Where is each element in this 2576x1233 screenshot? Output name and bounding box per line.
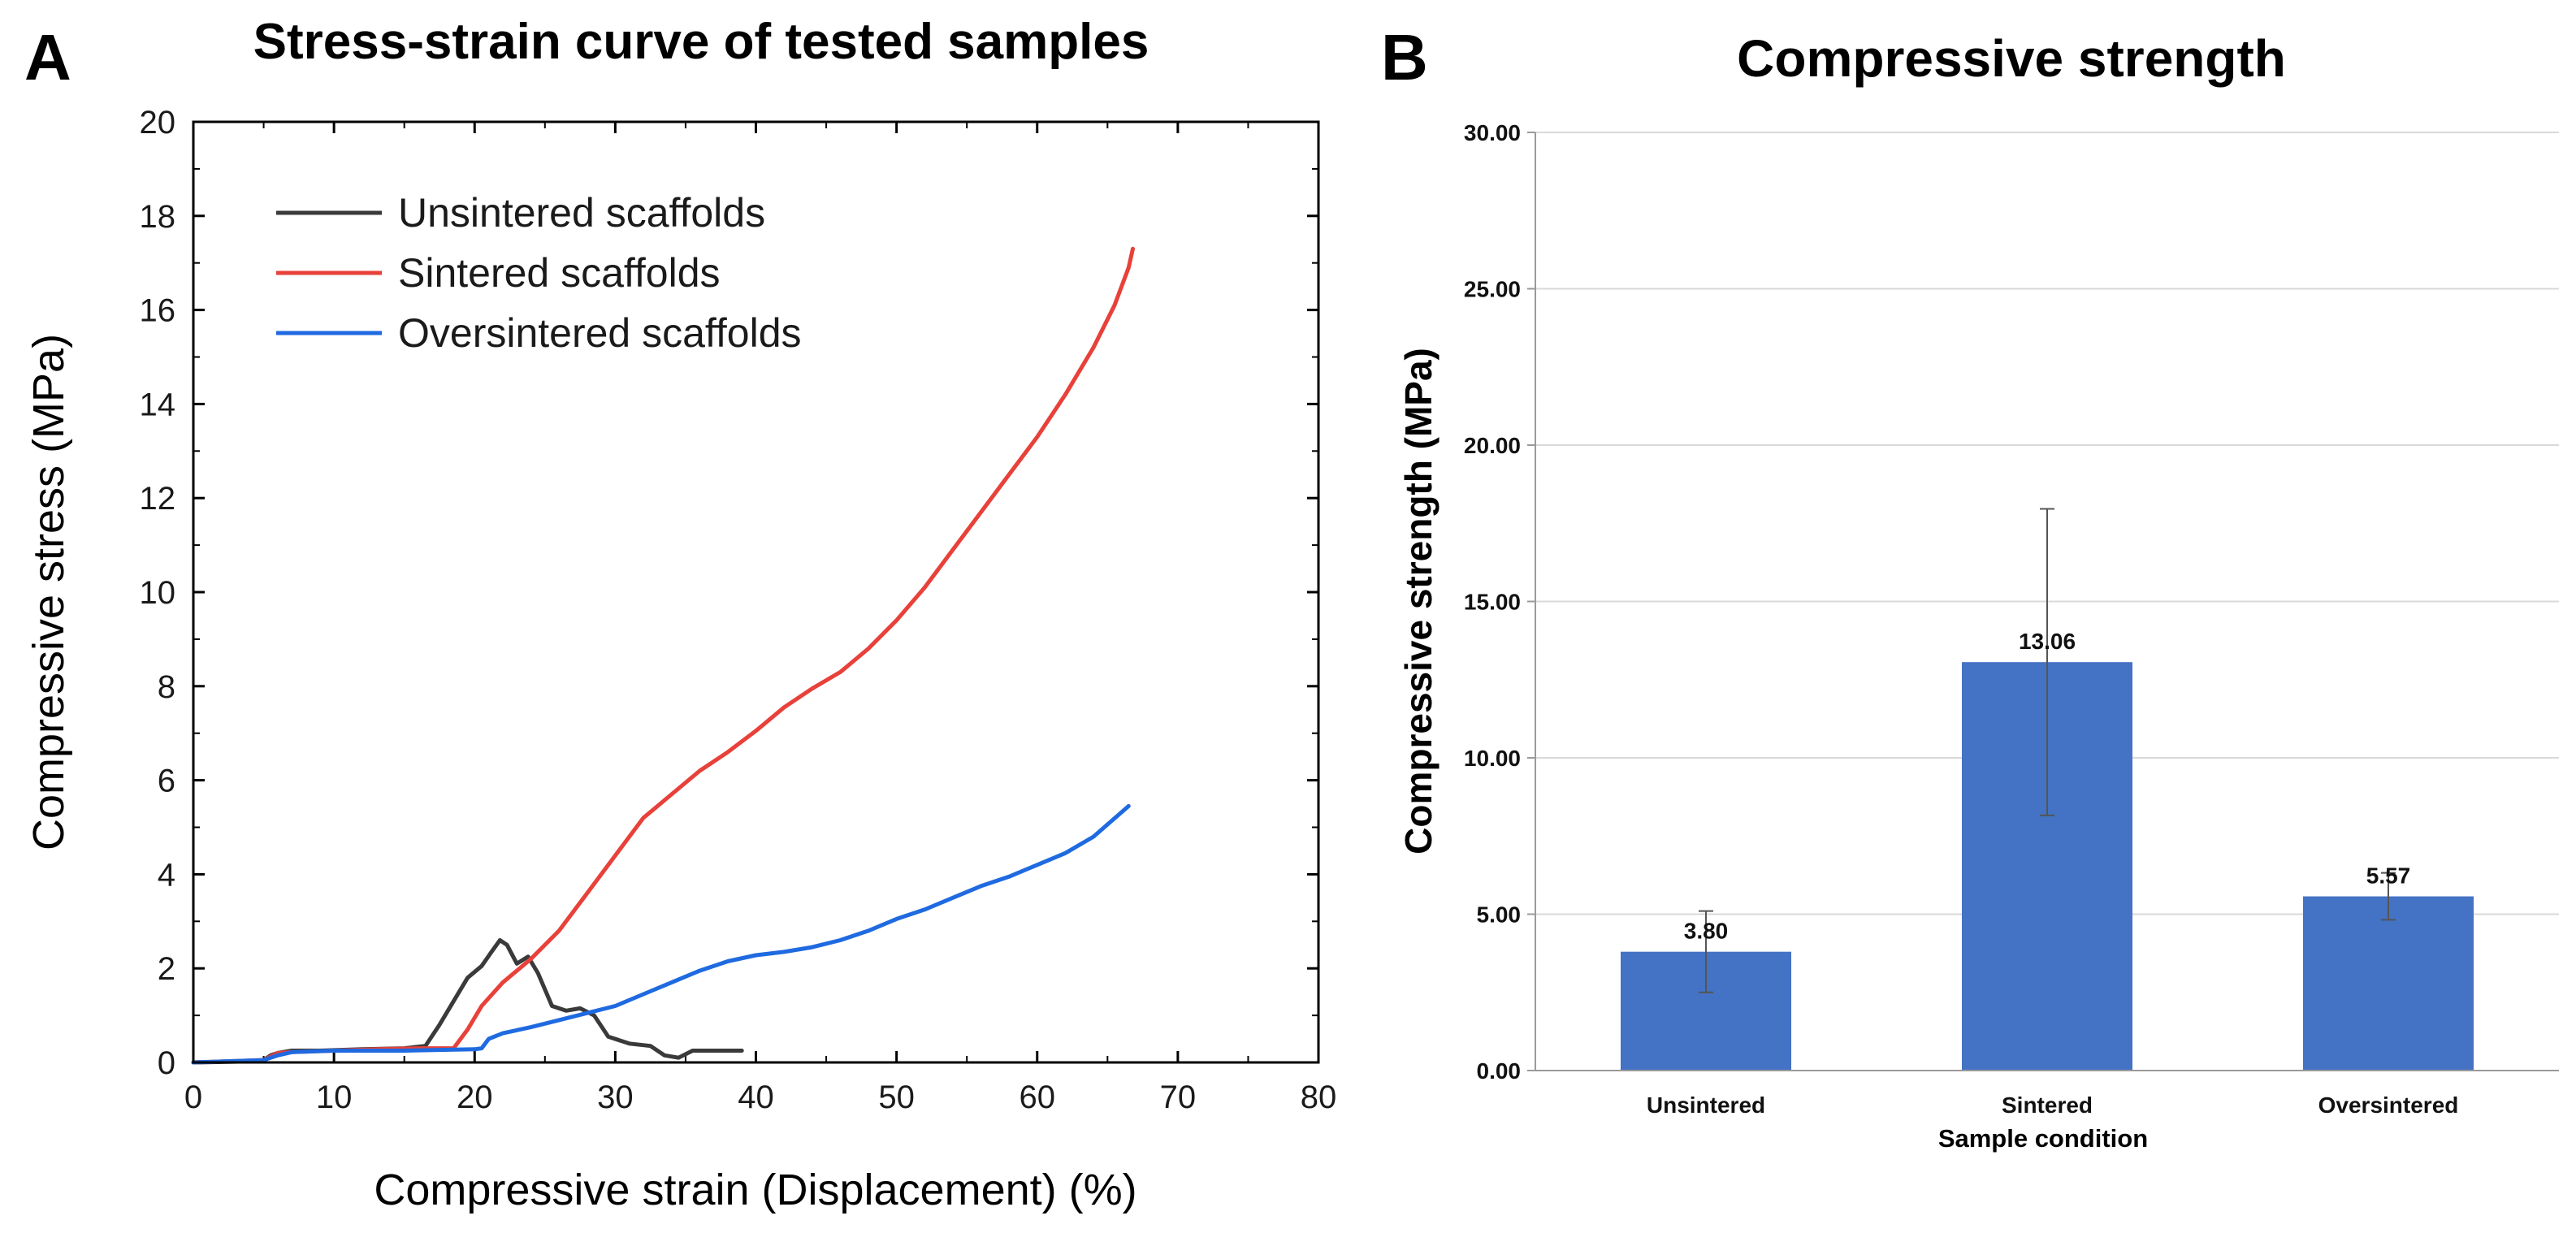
legend-label-oversintered-scaffolds: Oversintered scaffolds [398, 310, 802, 356]
x-tick-label: 0 [184, 1079, 202, 1115]
x-tick-label: 80 [1301, 1079, 1337, 1115]
panel-a: A Stress-strain curve of tested samples … [24, 14, 1336, 1214]
chart-b-title: Compressive strength [1737, 29, 2286, 88]
value-labels-b: 3.80 13.06 5.57 [1684, 629, 2411, 944]
x-tick-label: 10 [316, 1079, 353, 1115]
y-tick-label: 12 [140, 481, 176, 517]
x-tick-label: 60 [1020, 1079, 1056, 1115]
y-tick-label: 0 [158, 1045, 175, 1081]
legend-a: Unsintered scaffolds Sintered scaffolds Ov… [276, 190, 802, 356]
panel-letter-a: A [24, 21, 71, 93]
y-tick-label: 10.00 [1464, 746, 1521, 771]
x-tick-label: 50 [878, 1079, 915, 1115]
x-tick-label: 70 [1160, 1079, 1197, 1115]
y-tick-label: 14 [140, 387, 176, 422]
value-label-unsintered: 3.80 [1684, 919, 1729, 944]
x-category-oversintered: Oversintered [2318, 1092, 2459, 1118]
y-tick-label: 2 [158, 951, 175, 987]
legend-label-sintered-scaffolds: Sintered scaffolds [398, 250, 721, 296]
y-axis-ticks-a: 0 2 4 6 8 10 12 14 16 18 20 [140, 105, 1318, 1081]
y-tick-label: 16 [140, 293, 176, 329]
series-line-sintered-scaffolds [191, 246, 1135, 1065]
x-category-unsintered: Unsintered [1647, 1092, 1765, 1118]
plot-frame-a [192, 120, 1320, 1064]
y-axis-label-a: Compressive stress (MPa) [24, 334, 73, 850]
y-tick-label: 5.00 [1477, 902, 1522, 928]
x-axis-ticks-a: 0 10 20 30 40 50 60 70 80 [184, 122, 1336, 1115]
y-tick-label: 20 [140, 105, 176, 141]
x-axis-categories-b: Unsintered Sintered Oversintered [1647, 1092, 2459, 1118]
value-label-oversintered: 5.57 [2366, 863, 2411, 889]
x-axis-label-b: Sample condition [1938, 1124, 2148, 1153]
series-line-unsintered-scaffolds [191, 938, 744, 1065]
error-bars-b [1699, 508, 2396, 993]
x-tick-label: 40 [738, 1079, 774, 1115]
value-label-sintered: 13.06 [2019, 629, 2076, 654]
y-tick-label: 8 [158, 669, 175, 705]
panel-b: B Compressive strength 0.00 5.00 10.00 15.0… [1381, 21, 2559, 1153]
y-tick-label: 10 [140, 575, 176, 611]
bar-oversintered [2303, 896, 2474, 1071]
legend-label-unsintered-scaffolds: Unsintered scaffolds [398, 190, 765, 236]
y-axis-label-b: Compressive strength (MPa) [1397, 348, 1440, 854]
y-tick-label: 30.00 [1464, 120, 1521, 145]
series-line-oversintered-scaffolds [191, 803, 1131, 1065]
y-axis-ticks-b: 0.00 5.00 10.00 15.00 20.00 25.00 30.00 [1464, 120, 1535, 1084]
panel-letter-b: B [1381, 21, 1428, 93]
y-tick-label: 4 [158, 857, 175, 893]
y-tick-label: 25.00 [1464, 277, 1521, 302]
y-tick-label: 6 [158, 764, 175, 799]
y-tick-label: 0.00 [1477, 1058, 1522, 1084]
x-tick-label: 20 [457, 1079, 493, 1115]
x-category-sintered: Sintered [2002, 1092, 2093, 1118]
y-tick-label: 18 [140, 199, 176, 235]
x-axis-label-a: Compressive strain (Displacement) (%) [374, 1166, 1136, 1214]
chart-a-title: Stress-strain curve of tested samples [253, 14, 1149, 70]
x-tick-label: 30 [597, 1079, 634, 1115]
plot-lines-a [191, 246, 1135, 1065]
y-tick-label: 20.00 [1464, 433, 1521, 458]
y-tick-label: 15.00 [1464, 590, 1521, 615]
